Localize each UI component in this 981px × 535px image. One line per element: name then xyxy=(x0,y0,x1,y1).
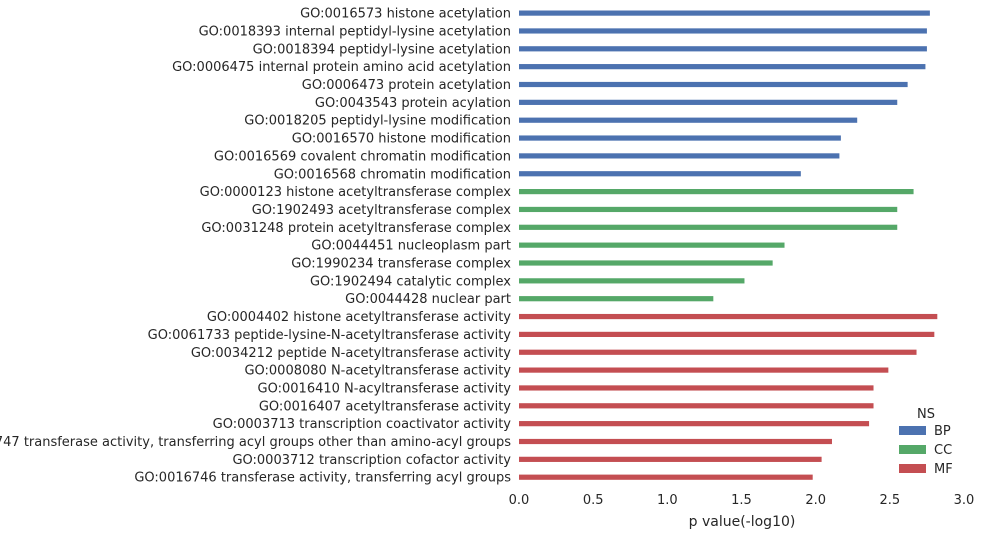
legend-label-mf: MF xyxy=(934,462,953,477)
x-tick-label-2: 1.0 xyxy=(657,493,678,508)
category-label-4: GO:0006473 protein acetylation xyxy=(302,78,511,93)
category-label-2: GO:0018394 peptidyl-lysine acetylation xyxy=(253,42,511,57)
bar-mf-19 xyxy=(519,349,917,355)
bar-cc-13 xyxy=(519,242,785,248)
legend-label-bp: BP xyxy=(934,424,951,439)
x-tick-label-3: 1.5 xyxy=(731,493,752,508)
x-axis-title: p value(-log10) xyxy=(689,514,796,530)
x-tick-label-5: 2.5 xyxy=(879,493,900,508)
legend-swatch-cc xyxy=(899,445,926,454)
category-label-21: GO:0016410 N-acyltransferase activity xyxy=(258,381,512,396)
category-label-7: GO:0016570 histone modification xyxy=(292,132,511,147)
bar-bp-4 xyxy=(519,81,908,88)
category-label-10: GO:0000123 histone acetyltransferase com… xyxy=(200,185,512,200)
bar-mf-24 xyxy=(519,438,832,445)
x-tick-labels-group: 0.0 0.5 1.0 1.5 2.0 2.5 3.0 xyxy=(509,493,975,508)
category-label-24: GO:0016747 transferase activity, transfe… xyxy=(0,435,511,450)
bar-mf-21 xyxy=(519,385,874,391)
bar-bp-6 xyxy=(519,117,858,123)
bar-cc-12 xyxy=(519,224,898,230)
legend-swatch-mf xyxy=(899,464,926,473)
bar-cc-14 xyxy=(519,260,773,266)
category-label-16: GO:0044428 nuclear part xyxy=(345,292,511,307)
category-label-20: GO:0008080 N-acetyltransferase activity xyxy=(244,364,511,379)
category-label-6: GO:0018205 peptidyl-lysine modification xyxy=(244,114,511,129)
category-label-11: GO:1902493 acetyltransferase complex xyxy=(252,203,512,218)
bar-bp-3 xyxy=(519,64,926,70)
x-tick-label-1: 0.5 xyxy=(583,493,604,508)
bar-mf-17 xyxy=(519,313,938,320)
bar-mf-26 xyxy=(519,474,813,480)
legend-items: BP CC MF xyxy=(899,424,953,477)
category-label-5: GO:0043543 protein acylation xyxy=(315,96,511,111)
category-label-0: GO:0016573 histone acetylation xyxy=(300,7,511,22)
category-label-8: GO:0016569 covalent chromatin modificati… xyxy=(214,149,511,164)
category-label-18: GO:0061733 peptide-lysine-N-acetyltransf… xyxy=(148,328,512,343)
bar-cc-15 xyxy=(519,278,745,284)
bar-mf-22 xyxy=(519,403,874,409)
legend: NS BP CC MF xyxy=(899,407,953,477)
bar-mf-20 xyxy=(519,367,889,373)
category-label-1: GO:0018393 internal peptidyl-lysine acet… xyxy=(199,24,511,39)
bar-bp-2 xyxy=(519,46,927,52)
category-label-19: GO:0034212 peptide N-acetyltransferase a… xyxy=(191,346,511,361)
category-label-26: GO:0016746 transferase activity, transfe… xyxy=(134,471,511,486)
legend-swatch-bp xyxy=(899,426,926,435)
bar-cc-16 xyxy=(519,296,714,302)
bar-mf-25 xyxy=(519,456,822,462)
category-labels-group: GO:0016573 histone acetylation GO:0018393… xyxy=(0,7,511,486)
bars-group xyxy=(519,10,938,480)
x-tick-label-6: 3.0 xyxy=(954,493,975,508)
bar-bp-0 xyxy=(519,10,930,16)
x-tick-label-0: 0.0 xyxy=(509,493,530,508)
category-label-9: GO:0016568 chromatin modification xyxy=(274,167,511,182)
bar-bp-8 xyxy=(519,153,840,159)
category-label-22: GO:0016407 acetyltransferase activity xyxy=(259,399,511,414)
category-label-12: GO:0031248 protein acetyltransferase com… xyxy=(201,221,511,236)
category-label-23: GO:0003713 transcription coactivator act… xyxy=(213,417,512,432)
bar-bp-9 xyxy=(519,171,801,177)
bar-cc-11 xyxy=(519,206,898,213)
category-label-15: GO:1902494 catalytic complex xyxy=(310,274,511,289)
bar-bp-1 xyxy=(519,28,927,34)
category-label-17: GO:0004402 histone acetyltransferase act… xyxy=(207,310,511,325)
bar-cc-10 xyxy=(519,189,914,195)
x-tick-label-4: 2.0 xyxy=(805,493,826,508)
category-label-25: GO:0003712 transcription cofactor activi… xyxy=(232,453,511,468)
legend-title: NS xyxy=(917,407,935,422)
bar-bp-7 xyxy=(519,135,841,141)
category-label-13: GO:0044451 nucleoplasm part xyxy=(311,239,511,254)
bar-mf-18 xyxy=(519,331,935,337)
bar-bp-5 xyxy=(519,99,898,105)
legend-label-cc: CC xyxy=(934,443,952,458)
bar-mf-23 xyxy=(519,421,870,427)
category-label-14: GO:1990234 transferase complex xyxy=(291,257,511,272)
category-label-3: GO:0006475 internal protein amino acid a… xyxy=(172,60,511,75)
